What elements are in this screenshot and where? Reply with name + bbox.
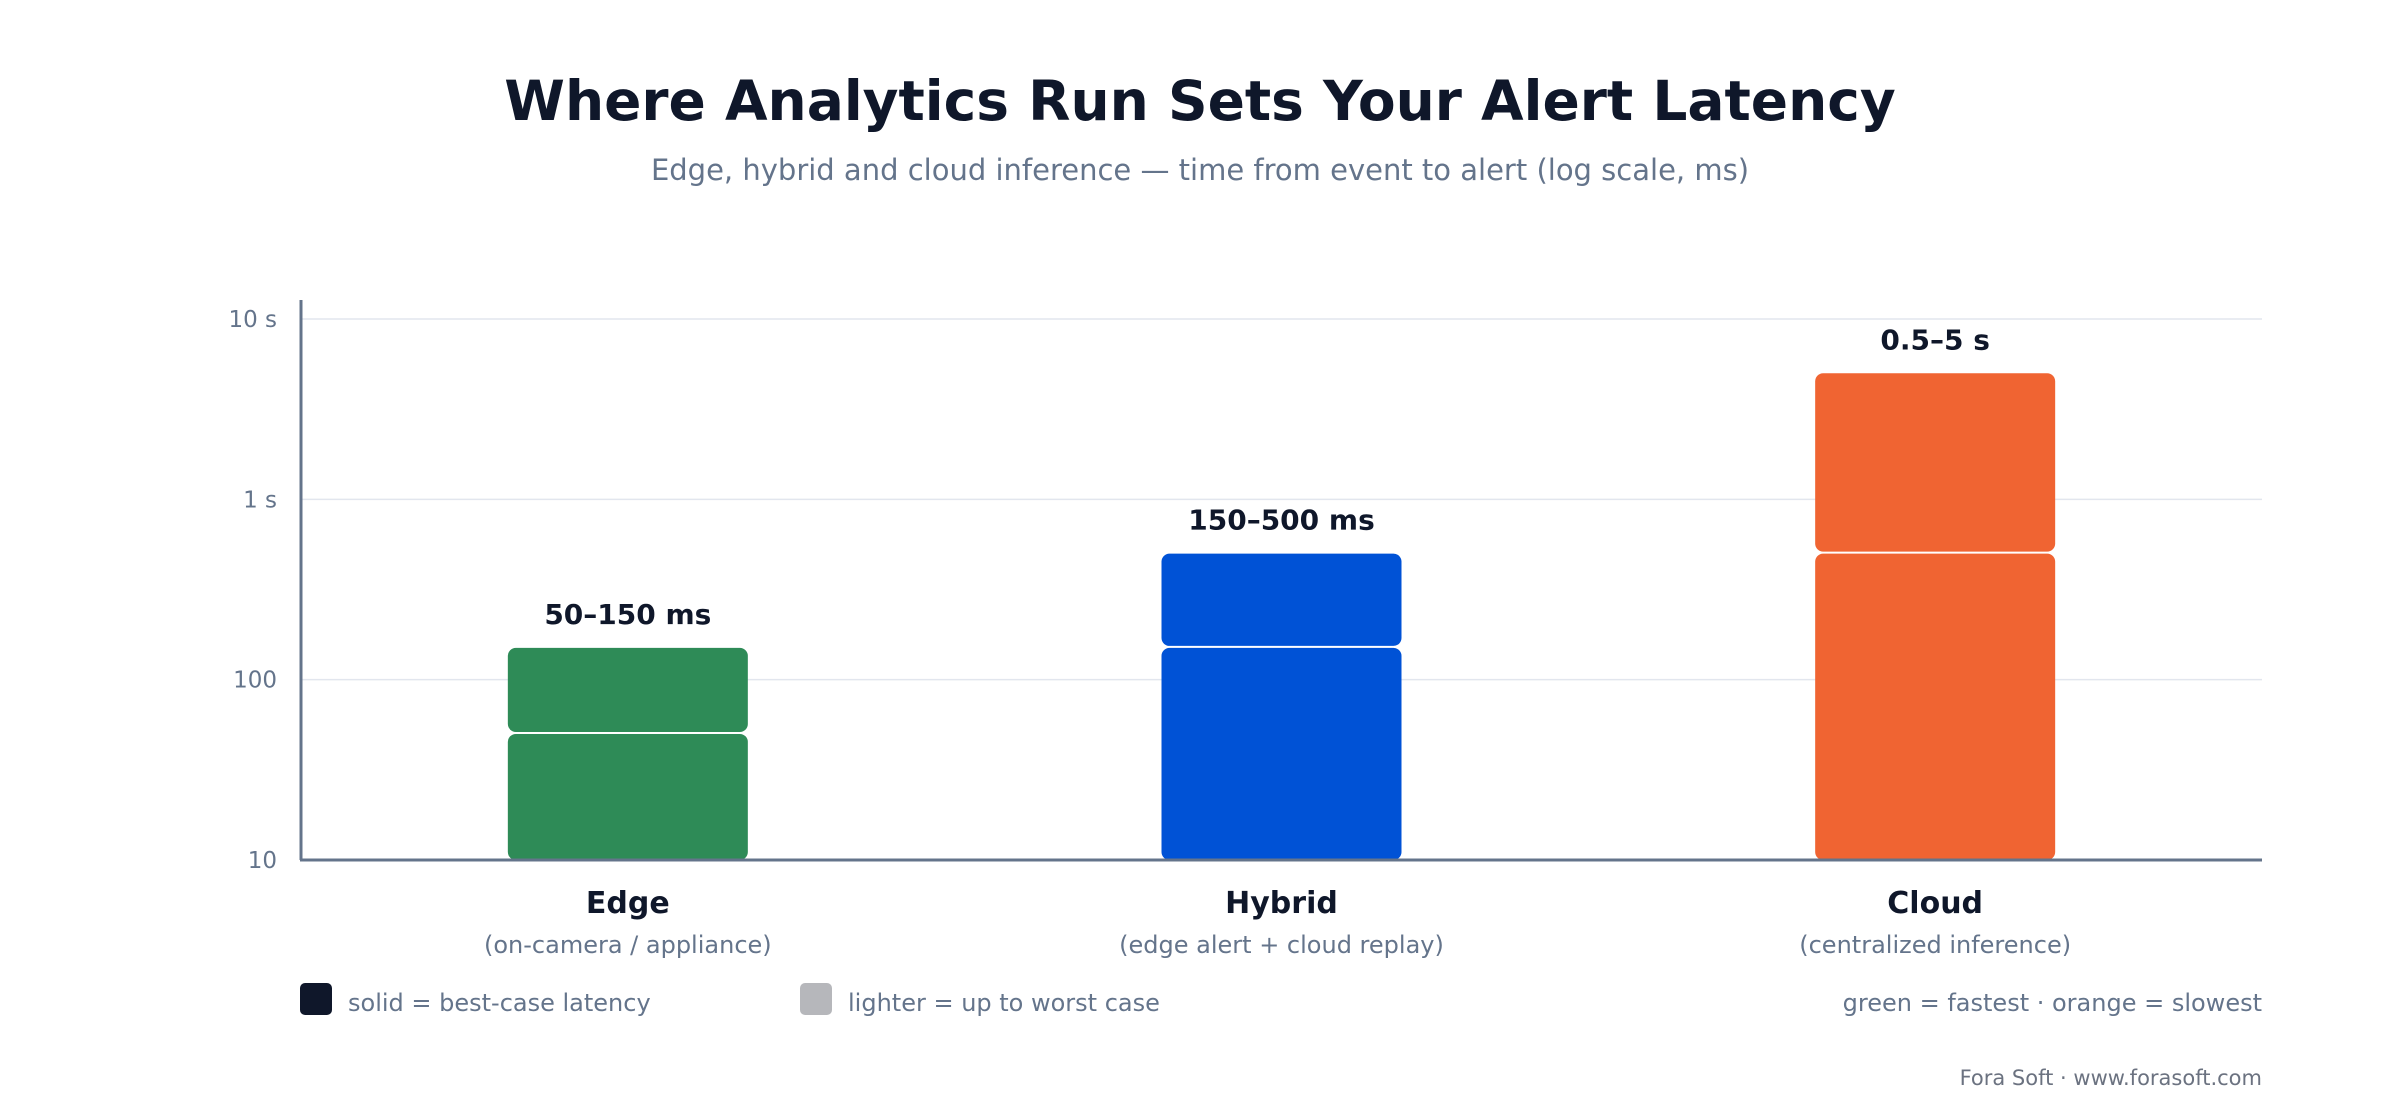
chart-subtitle: Edge, hybrid and cloud inference — time … bbox=[651, 153, 1749, 187]
chart-title: Where Analytics Run Sets Your Alert Late… bbox=[504, 69, 1895, 133]
legend-label-lighter: lighter = up to worst case bbox=[848, 989, 1160, 1017]
y-tick-label: 1 s bbox=[243, 487, 277, 513]
y-axis-ticks: 10 100 1 s 10 s bbox=[228, 307, 277, 874]
legend-label-solid: solid = best-case latency bbox=[348, 989, 651, 1017]
y-tick-label: 10 bbox=[248, 848, 277, 874]
bar-best-case bbox=[1815, 553, 2056, 860]
bar-range-label: 0.5–5 s bbox=[1880, 323, 1990, 356]
x-category-sublabel: (centralized inference) bbox=[1799, 931, 2071, 959]
bar-labels: 50–150 ms Edge (on-camera / appliance) 150–… bbox=[484, 323, 2071, 959]
credit-text: Fora Soft · www.forasoft.com bbox=[1960, 1066, 2262, 1090]
legend-color-note: green = fastest · orange = slowest bbox=[1843, 989, 2262, 1017]
bar-best-case bbox=[507, 733, 748, 860]
y-tick-label: 10 s bbox=[228, 307, 277, 333]
x-category-label: Edge bbox=[586, 886, 670, 921]
x-category-sublabel: (edge alert + cloud replay) bbox=[1119, 931, 1444, 959]
legend: solid = best-case latency lighter = up t… bbox=[300, 983, 2262, 1017]
legend-swatch-lighter bbox=[800, 983, 832, 1015]
bar-best-case bbox=[1161, 647, 1402, 860]
y-tick-label: 100 bbox=[233, 668, 277, 694]
bar-worst-case bbox=[507, 647, 748, 732]
bars bbox=[507, 373, 2056, 860]
bar-worst-case bbox=[1161, 553, 1402, 646]
bar-range-label: 150–500 ms bbox=[1188, 504, 1374, 537]
legend-swatch-solid bbox=[300, 983, 332, 1015]
x-category-label: Hybrid bbox=[1225, 886, 1338, 921]
x-category-label: Cloud bbox=[1887, 886, 1983, 921]
bar-worst-case bbox=[1815, 373, 2056, 552]
bar-range-label: 50–150 ms bbox=[544, 598, 711, 631]
x-category-sublabel: (on-camera / appliance) bbox=[484, 931, 772, 959]
